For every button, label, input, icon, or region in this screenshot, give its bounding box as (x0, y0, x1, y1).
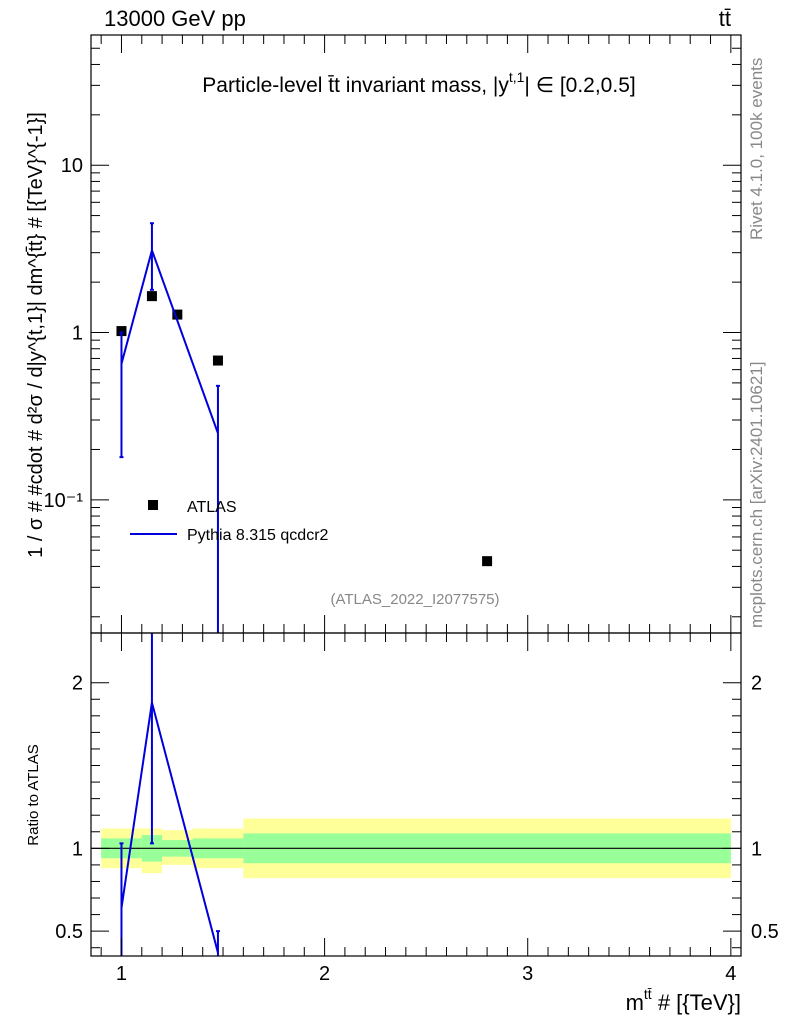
ratio-x-ticks: 1 2 3 4 (100, 633, 736, 985)
main-panel: 10⁻¹ 1 10 Particle-level t̄t invariant mas… (25, 34, 742, 634)
ratio-y-ticks: 0.5 0.5 1 1 2 2 (55, 673, 779, 949)
mcplots-label: mcplots.cern.ch [arXiv:2401.10621] (747, 362, 766, 628)
main-y-tick-label: 10 (61, 155, 83, 177)
legend-marker-atlas (148, 500, 158, 510)
x-tick-label: 4 (725, 963, 736, 985)
legend: ATLAS Pythia 8.315 qcdcr2 (130, 499, 329, 544)
atlas-data-point (172, 309, 183, 320)
main-y-tick-label: 1 (72, 323, 83, 345)
header-right: tt̄ (719, 6, 731, 31)
watermark: (ATLAS_2022_I2077575) (330, 591, 499, 608)
legend-label-mc: Pythia 8.315 qcdcr2 (187, 527, 329, 544)
ratio-y-tick-label: 0.5 (55, 921, 83, 943)
legend-label-atlas: ATLAS (187, 499, 237, 516)
header-left: 13000 GeV pp (104, 6, 246, 31)
x-axis-label: mtt̄ # [{TeV}] (626, 986, 741, 1015)
x-tick-label: 2 (319, 963, 330, 985)
ratio-series-group (119, 633, 220, 956)
atlas-data-point (212, 355, 223, 366)
ratio-frame (90, 632, 742, 957)
ratio-y-axis-label: Ratio to ATLAS (25, 744, 42, 845)
main-title: Particle-level t̄t invariant mass, |yt,1… (202, 69, 635, 97)
main-y-tick-label: 10⁻¹ (44, 490, 84, 512)
x-tick-label: 1 (116, 963, 127, 985)
ratio-y-tick-label-right: 0.5 (751, 921, 779, 943)
main-y-axis-label: 1 / σ # #cdot # d²σ / d|y^{t,1}| dm^{t̄t… (25, 112, 47, 558)
main-x-ticks (100, 35, 732, 633)
mc-line (120, 246, 219, 434)
atlas-data-point (116, 326, 127, 337)
ratio-y-tick-label-right: 1 (751, 838, 762, 860)
main-y-ticks: 10⁻¹ 1 10 (44, 34, 741, 618)
atlas-data-point (146, 291, 157, 302)
mc-ratio-line (120, 702, 219, 953)
ratio-panel: 0.5 0.5 1 1 2 2 1 2 3 4 Ratio to ATLAS mtt̄ # [{… (25, 632, 779, 1015)
ratio-y-tick-label: 2 (72, 673, 83, 695)
ratio-y-tick-label-right: 2 (751, 673, 762, 695)
main-series-group (116, 222, 493, 633)
x-tick-label: 3 (522, 963, 533, 985)
atlas-data-point (482, 556, 493, 567)
rivet-label: Rivet 4.1.0, 100k events (747, 58, 766, 240)
ratio-y-tick-label: 1 (72, 838, 83, 860)
